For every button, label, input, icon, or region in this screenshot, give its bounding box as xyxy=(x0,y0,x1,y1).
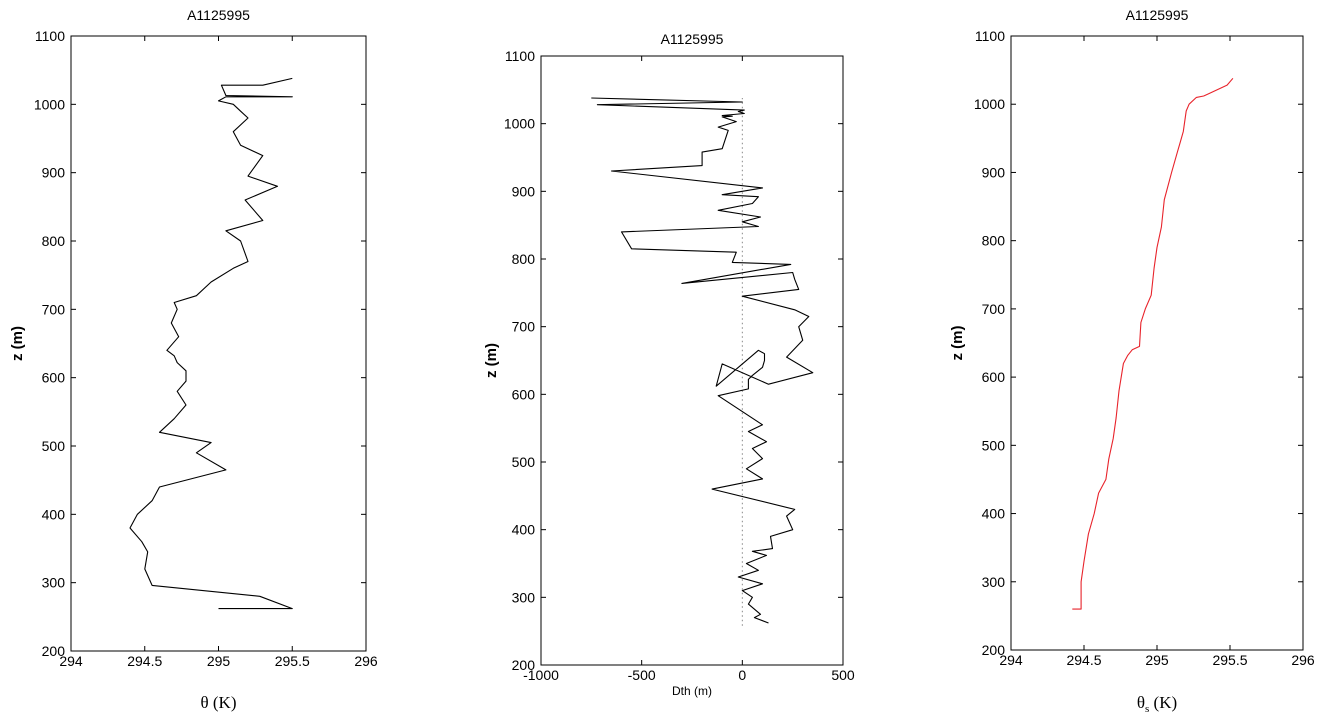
x-tick-label: 294 xyxy=(999,652,1023,668)
y-tick-label: 1000 xyxy=(34,96,65,112)
y-tick-label: 200 xyxy=(982,642,1006,658)
y-tick-label: 800 xyxy=(42,233,66,249)
x-tick-label: -1000 xyxy=(523,667,559,683)
y-tick-label: 200 xyxy=(512,657,536,673)
x-axis-label-symbol: θ xyxy=(1137,693,1145,712)
series-line-1 xyxy=(129,77,293,610)
y-tick-label: 600 xyxy=(982,369,1006,385)
x-axis-label-unit: (K) xyxy=(209,693,237,712)
y-tick-label: 1000 xyxy=(504,116,535,132)
y-tick-label: 900 xyxy=(982,164,1006,180)
y-axis-label: z (m) xyxy=(483,343,500,378)
y-tick-label: 800 xyxy=(512,251,536,267)
x-tick-label: 500 xyxy=(831,667,855,683)
y-tick-label: 400 xyxy=(512,522,536,538)
plot-frame xyxy=(540,55,844,666)
x-tick-label: 295 xyxy=(1145,652,1169,668)
x-tick-label: 294 xyxy=(59,653,83,669)
x-tick-label: 295.5 xyxy=(275,653,310,669)
x-axis-label: θ (K) xyxy=(200,693,236,712)
y-tick-label: 400 xyxy=(982,506,1006,522)
x-axis-label: Dth (m) xyxy=(672,684,712,698)
y-tick-label: 700 xyxy=(982,301,1006,317)
y-tick-label: 300 xyxy=(982,574,1006,590)
y-tick-label: 600 xyxy=(42,370,66,386)
y-tick-label: 700 xyxy=(512,319,536,335)
x-tick-label: 296 xyxy=(354,653,378,669)
plot-frame xyxy=(70,35,367,652)
x-tick-label: 296 xyxy=(1291,652,1315,668)
chart-panel-3: 200 300 400 500 600 700 800 900 1000 1100 294 294.5… xyxy=(949,7,1315,715)
y-axis-label: z (m) xyxy=(9,326,26,361)
x-axis-label-unit: (K) xyxy=(1149,693,1177,712)
x-axis-label: θs (K) xyxy=(1137,693,1177,715)
y-tick-label: 1100 xyxy=(975,28,1005,44)
x-tick-label: 294.5 xyxy=(1066,652,1101,668)
chart-title: A1125995 xyxy=(187,7,250,23)
x-tick-label: 0 xyxy=(738,667,746,683)
y-tick-label: 400 xyxy=(42,506,66,522)
chart-title: A1125995 xyxy=(661,31,724,47)
y-tick-label: 500 xyxy=(982,437,1006,453)
plot-frame xyxy=(1010,35,1304,651)
x-tick-label: 295 xyxy=(207,653,231,669)
y-tick-label: 300 xyxy=(42,575,66,591)
y-axis-label: z (m) xyxy=(949,326,966,361)
chart-panel-1: 200 300 400 500 600 700 800 900 1000 1100 294 294.5… xyxy=(9,7,378,712)
series-line-1 xyxy=(1072,77,1234,610)
series-line-1 xyxy=(591,97,814,624)
x-axis-label-symbol: θ xyxy=(200,693,208,712)
y-tick-label: 1000 xyxy=(974,96,1005,112)
y-tick-label: 700 xyxy=(42,301,66,317)
y-tick-label: 1100 xyxy=(35,28,65,44)
y-tick-label: 1100 xyxy=(505,48,535,64)
chart-panel-2: 200 300 400 500 600 700 800 900 1000 1100 -1000 -50… xyxy=(483,31,855,698)
y-tick-label: 800 xyxy=(982,233,1006,249)
x-tick-label: -500 xyxy=(628,667,656,683)
chart-title: A1125995 xyxy=(1126,7,1189,23)
x-tick-label: 295.5 xyxy=(1212,652,1247,668)
y-tick-label: 500 xyxy=(512,454,536,470)
y-tick-label: 300 xyxy=(512,589,536,605)
y-tick-label: 900 xyxy=(42,165,66,181)
x-tick-label: 294.5 xyxy=(127,653,162,669)
y-tick-label: 500 xyxy=(42,438,66,454)
y-tick-label: 200 xyxy=(42,643,66,659)
y-tick-label: 900 xyxy=(512,183,536,199)
y-tick-label: 600 xyxy=(512,386,536,402)
x-axis-label-subscript: s xyxy=(1145,703,1149,715)
